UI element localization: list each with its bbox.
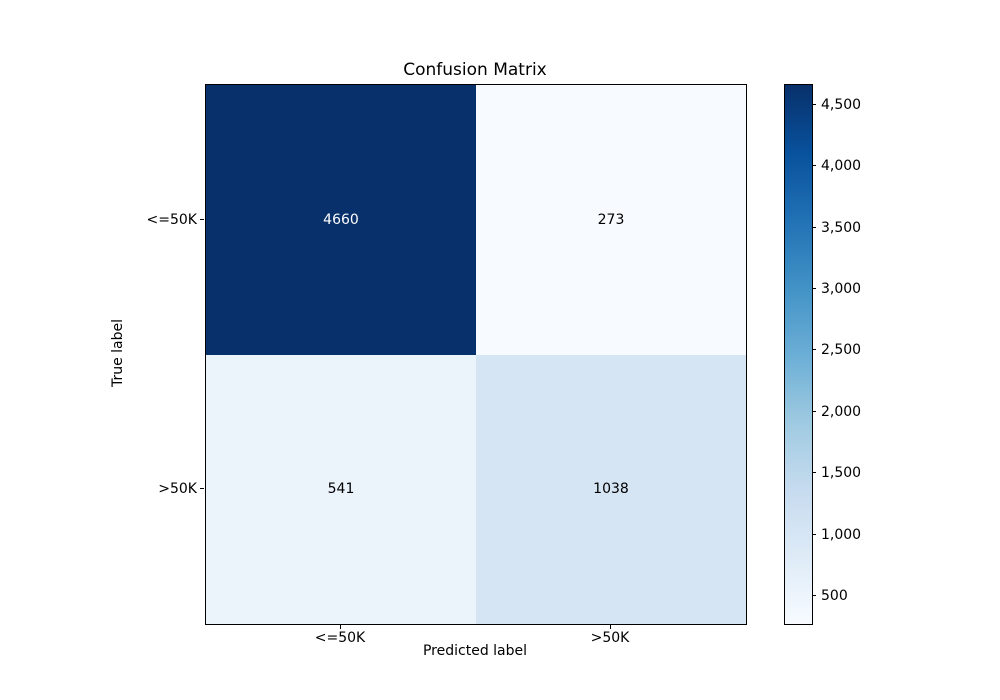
heatmap-cell-r0-c1: 273 xyxy=(476,85,746,355)
colorbar-tick-label: 2,500 xyxy=(821,342,862,359)
colorbar-tick-label: 3,500 xyxy=(821,219,862,236)
chart-title: Confusion Matrix xyxy=(403,60,547,80)
heatmap-cell-r1-c0: 541 xyxy=(206,354,476,624)
y-tick-mark xyxy=(200,218,204,220)
colorbar xyxy=(784,84,813,625)
colorbar-tick-label: 500 xyxy=(821,588,848,605)
x-tick-label: <=50K xyxy=(314,630,366,646)
cell-value: 541 xyxy=(327,481,355,498)
cell-value: 273 xyxy=(597,211,625,228)
heatmap-cell-r0-c0: 4660 xyxy=(206,85,476,355)
colorbar-tick-label: 1,000 xyxy=(821,526,862,543)
colorbar-tick-mark xyxy=(812,533,816,535)
colorbar-tick-label: 4,000 xyxy=(821,158,862,175)
heatmap-plot-area: 4660 273 541 1038 xyxy=(205,84,747,625)
colorbar-tick-mark xyxy=(812,226,816,228)
colorbar-tick-mark xyxy=(812,472,816,474)
colorbar-tick-label: 1,500 xyxy=(821,465,862,482)
y-tick-label: <=50K xyxy=(146,211,197,228)
x-axis-label: Predicted label xyxy=(422,643,528,659)
colorbar-tick-mark xyxy=(812,595,816,597)
y-tick-mark xyxy=(200,488,204,490)
colorbar-tick-mark xyxy=(812,103,816,105)
y-axis-label: True label xyxy=(110,318,126,388)
colorbar-tick-mark xyxy=(812,165,816,167)
heatmap-cell-r1-c1: 1038 xyxy=(476,354,746,624)
colorbar-tick-label: 4,500 xyxy=(821,96,862,113)
cell-value: 1038 xyxy=(593,481,629,498)
colorbar-tick-mark xyxy=(812,287,816,289)
colorbar-tick-label: 3,000 xyxy=(821,280,862,297)
colorbar-tick-mark xyxy=(812,349,816,351)
colorbar-tick-label: 2,000 xyxy=(821,403,862,420)
x-tick-mark xyxy=(340,625,341,629)
x-tick-label: >50K xyxy=(590,630,630,646)
y-tick-label: >50K xyxy=(158,481,197,498)
x-tick-mark xyxy=(610,625,611,629)
colorbar-tick-mark xyxy=(812,410,816,412)
cell-value: 4660 xyxy=(323,211,359,228)
